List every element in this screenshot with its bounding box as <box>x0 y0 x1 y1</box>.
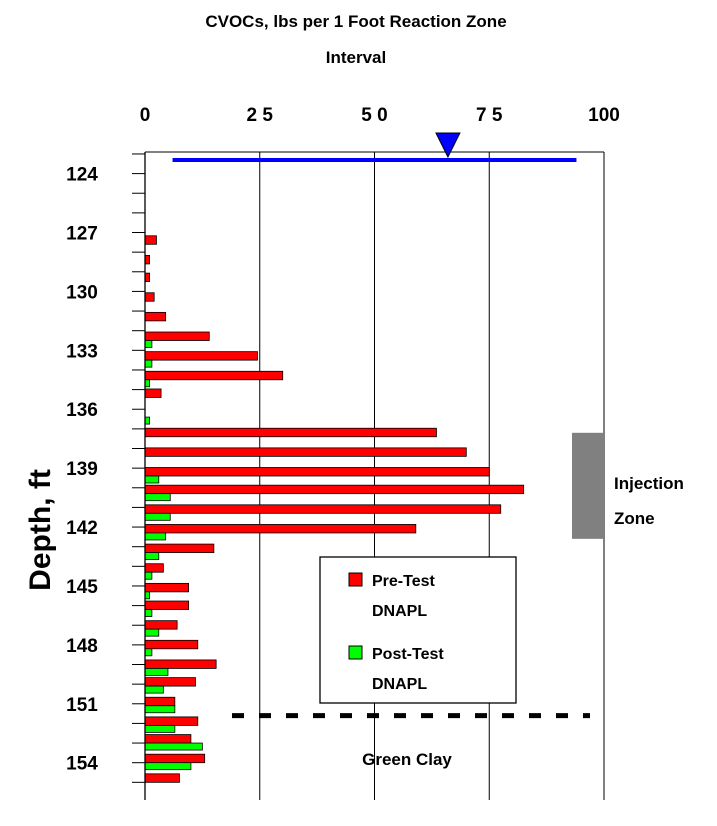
bar-post-test <box>144 609 153 617</box>
bar-post-test <box>144 571 153 580</box>
x-tick-label: 0 <box>140 105 151 126</box>
bar-post-test <box>144 379 150 388</box>
bar-pre-test <box>144 351 258 361</box>
legend-swatch-post-test <box>348 645 363 660</box>
bar-post-test <box>144 416 150 425</box>
bar-pre-test <box>144 311 167 322</box>
bar-post-test <box>144 591 150 600</box>
legend: Pre-Test DNAPL Post-Test DNAPL <box>319 556 517 704</box>
bars <box>144 235 525 783</box>
y-tick-label: 124 <box>66 165 98 186</box>
bar-post-test <box>144 475 160 484</box>
y-tick-label: 139 <box>66 459 98 480</box>
bar-post-test <box>144 359 153 368</box>
y-tick-label: 151 <box>66 695 98 716</box>
bar-pre-test <box>144 696 176 707</box>
x-tick-label: 5 0 <box>361 105 387 126</box>
legend-label-pre-test-line-2: DNAPL <box>372 603 427 620</box>
bar-post-test <box>144 512 171 521</box>
chart-title-line-2: Interval <box>326 48 386 67</box>
bar-pre-test <box>144 292 155 302</box>
y-tick-label: 130 <box>66 282 98 303</box>
y-tick-label: 154 <box>66 754 98 775</box>
bar-pre-test <box>144 600 190 610</box>
y-tick-label: 136 <box>66 400 98 421</box>
injection-zone-label-line-1: Injection <box>614 474 684 493</box>
bar-pre-test <box>144 427 437 438</box>
bar-post-test <box>144 648 153 657</box>
bar-pre-test <box>144 659 217 669</box>
bar-pre-test <box>144 582 190 593</box>
bar-pre-test <box>144 734 192 744</box>
bar-pre-test <box>144 639 199 650</box>
bar-post-test <box>144 705 176 714</box>
green-clay-label: Green Clay <box>362 750 452 769</box>
y-tick-label: 142 <box>66 518 98 539</box>
bar-pre-test <box>144 773 180 783</box>
x-tick-label: 7 5 <box>476 105 503 126</box>
bar-post-test <box>144 493 171 502</box>
bar-pre-test <box>144 753 206 764</box>
y-axis-label: Depth, ft <box>24 469 57 591</box>
bar-post-test <box>144 628 160 637</box>
bar-pre-test <box>144 484 525 495</box>
injection-zone-label-line-2: Zone <box>614 509 655 528</box>
bar-pre-test <box>144 677 196 687</box>
chart-title-line-1: CVOCs, lbs per 1 Foot Reaction Zone <box>205 12 506 31</box>
bar-pre-test <box>144 272 150 283</box>
injection-zone-rect <box>572 432 605 539</box>
water-table-marker-icon <box>435 132 461 159</box>
bar-pre-test <box>144 235 157 245</box>
bar-pre-test <box>144 504 502 514</box>
bar-pre-test <box>144 524 417 534</box>
bar-pre-test <box>144 467 490 477</box>
bar-pre-test <box>144 620 178 630</box>
bar-pre-test <box>144 255 150 265</box>
bar-pre-test <box>144 543 215 553</box>
bar-post-test <box>144 532 167 541</box>
bar-post-test <box>144 724 176 733</box>
y-tick-label: 145 <box>66 577 98 598</box>
bar-pre-test <box>144 370 284 381</box>
legend-label-post-test-line-1: Post-Test <box>372 646 444 663</box>
x-tick-label: 2 5 <box>247 105 274 126</box>
bar-post-test <box>144 742 203 751</box>
bar-pre-test <box>144 331 210 341</box>
annotations <box>172 132 590 719</box>
bar-post-test <box>144 668 169 676</box>
axes: 0 2 5 5 0 7 5 100 124 127 130 133 136 139 142 145 148… <box>66 105 620 800</box>
bar-pre-test <box>144 716 199 726</box>
legend-label-pre-test-line-1: Pre-Test <box>372 573 436 590</box>
injection-zone-band <box>572 432 605 539</box>
bar-post-test <box>144 340 153 348</box>
bar-post-test <box>144 685 164 694</box>
y-tick-label: 133 <box>66 341 98 362</box>
y-tick-label: 127 <box>66 224 98 245</box>
x-tick-label: 100 <box>588 105 620 126</box>
bar-post-test <box>144 552 160 560</box>
bar-pre-test <box>144 447 467 457</box>
y-tick-label: 148 <box>66 636 98 657</box>
bar-pre-test <box>144 388 162 398</box>
bar-post-test <box>144 762 192 771</box>
legend-label-post-test-line-2: DNAPL <box>372 676 427 693</box>
bar-pre-test <box>144 563 164 573</box>
legend-swatch-pre-test <box>348 572 363 587</box>
